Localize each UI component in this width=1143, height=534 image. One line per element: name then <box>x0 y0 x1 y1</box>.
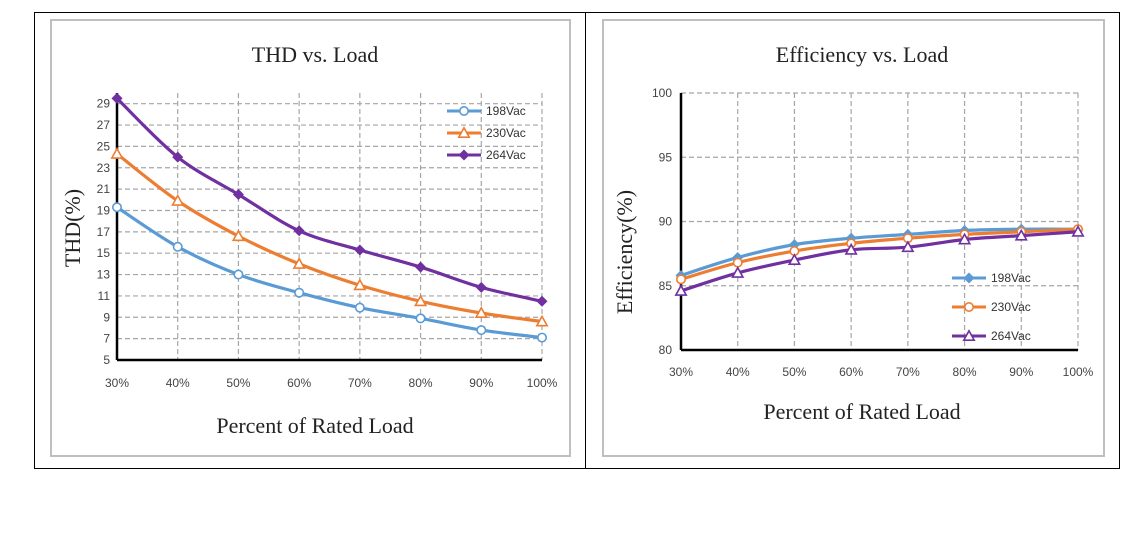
thd-xtick-label: 80% <box>409 376 433 390</box>
thd-chart-panel <box>50 19 571 457</box>
thd-data-point-230Vac <box>292 257 306 269</box>
thd-data-point-230Vac <box>353 278 367 291</box>
eff-legend-label-264Vac: 264Vac <box>991 329 1031 343</box>
eff-legend-label-198Vac: 198Vac <box>991 271 1031 285</box>
eff-xtick-label: 80% <box>953 365 977 379</box>
eff-data-point-264Vac <box>958 232 972 245</box>
figure-frame <box>34 12 1120 469</box>
thd-data-point-264Vac <box>475 281 487 293</box>
thd-data-point-264Vac <box>172 151 184 163</box>
eff-xtick-label: 40% <box>726 365 750 379</box>
eff-data-point-264Vac <box>844 242 858 255</box>
thd-data-point-230Vac <box>474 306 488 318</box>
thd-xtick-label: 90% <box>469 376 493 390</box>
eff-xtick-label: 60% <box>839 365 863 379</box>
thd-data-point-264Vac <box>536 295 548 307</box>
thd-legend-label-198Vac: 198Vac <box>486 104 526 118</box>
thd-ytick-label: 19 <box>97 203 111 217</box>
thd-y-axis-label: THD(%) <box>60 189 85 267</box>
eff-data-point-230Vac <box>732 257 743 268</box>
eff-xtick-label: 30% <box>669 365 693 379</box>
thd-data-point-264Vac <box>415 261 427 273</box>
figure-divider <box>585 12 586 469</box>
eff-data-point-264Vac <box>901 240 915 253</box>
eff-y-axis-label: Efficiency(%) <box>612 190 637 314</box>
thd-series-line-198Vac <box>116 205 543 340</box>
eff-series-line-264Vac <box>680 230 1079 293</box>
thd-data-point-198Vac <box>112 202 123 213</box>
eff-chart-title: Efficiency vs. Load <box>776 42 948 67</box>
thd-data-point-198Vac <box>476 325 487 336</box>
thd-data-point-198Vac <box>415 313 426 324</box>
thd-ytick-label: 13 <box>97 268 111 282</box>
thd-legend-label-264Vac: 264Vac <box>486 148 526 162</box>
thd-data-point-198Vac <box>354 302 365 313</box>
thd-x-axis-label: Percent of Rated Load <box>216 413 413 438</box>
eff-data-point-264Vac <box>731 266 745 278</box>
thd-ytick-label: 25 <box>97 139 111 153</box>
eff-ytick-label: 95 <box>659 150 673 164</box>
eff-data-point-264Vac <box>1071 224 1085 237</box>
eff-xtick-label: 50% <box>782 365 806 379</box>
thd-xtick-label: 60% <box>287 376 311 390</box>
thd-xtick-label: 40% <box>166 376 190 390</box>
thd-ytick-label: 23 <box>97 161 111 175</box>
thd-data-point-230Vac <box>231 229 245 242</box>
thd-ytick-label: 11 <box>98 289 111 303</box>
eff-data-point-230Vac <box>675 274 686 285</box>
thd-data-point-198Vac <box>536 332 547 343</box>
eff-legend-marker-198Vac <box>963 272 975 284</box>
thd-data-point-230Vac <box>171 194 185 206</box>
thd-ytick-label: 7 <box>103 332 110 346</box>
thd-chart-title: THD vs. Load <box>252 42 378 67</box>
thd-data-point-198Vac <box>294 287 305 298</box>
thd-xtick-label: 50% <box>226 376 250 390</box>
thd-ytick-label: 9 <box>103 310 110 324</box>
thd-data-point-230Vac <box>535 314 549 327</box>
eff-x-axis-label: Percent of Rated Load <box>763 399 960 424</box>
thd-xtick-label: 100% <box>527 376 558 390</box>
eff-data-point-264Vac <box>1014 228 1028 241</box>
thd-data-point-230Vac <box>110 147 124 159</box>
thd-legend-marker-230Vac <box>457 126 471 138</box>
eff-legend-marker-230Vac <box>963 301 974 312</box>
eff-data-point-264Vac <box>674 284 688 296</box>
eff-legend-marker-264Vac <box>962 329 976 341</box>
thd-data-point-198Vac <box>233 269 244 280</box>
eff-ytick-label: 100 <box>652 86 672 100</box>
eff-xtick-label: 70% <box>896 365 920 379</box>
eff-ytick-label: 85 <box>659 279 673 293</box>
thd-legend-marker-264Vac <box>458 149 470 161</box>
thd-legend-marker-198Vac <box>458 106 469 117</box>
thd-ytick-label: 27 <box>97 118 111 132</box>
thd-data-point-230Vac <box>414 294 428 307</box>
eff-legend-label-230Vac: 230Vac <box>991 300 1031 314</box>
thd-xtick-label: 70% <box>348 376 372 390</box>
thd-ytick-label: 17 <box>97 225 111 239</box>
eff-ytick-label: 80 <box>659 343 673 357</box>
thd-data-point-264Vac <box>354 244 366 256</box>
thd-data-point-264Vac <box>111 92 123 104</box>
thd-data-point-264Vac <box>232 188 244 200</box>
eff-xtick-label: 90% <box>1009 365 1033 379</box>
thd-ytick-label: 21 <box>97 182 111 196</box>
thd-legend-label-230Vac: 230Vac <box>486 126 526 140</box>
eff-ytick-label: 90 <box>659 215 673 229</box>
thd-data-point-264Vac <box>293 225 305 237</box>
thd-ytick-label: 5 <box>103 353 110 367</box>
eff-xtick-label: 100% <box>1063 365 1094 379</box>
thd-data-point-198Vac <box>172 241 183 252</box>
thd-ytick-label: 15 <box>97 246 111 260</box>
eff-data-point-264Vac <box>787 253 801 266</box>
thd-ytick-label: 29 <box>97 97 111 111</box>
thd-xtick-label: 30% <box>105 376 129 390</box>
